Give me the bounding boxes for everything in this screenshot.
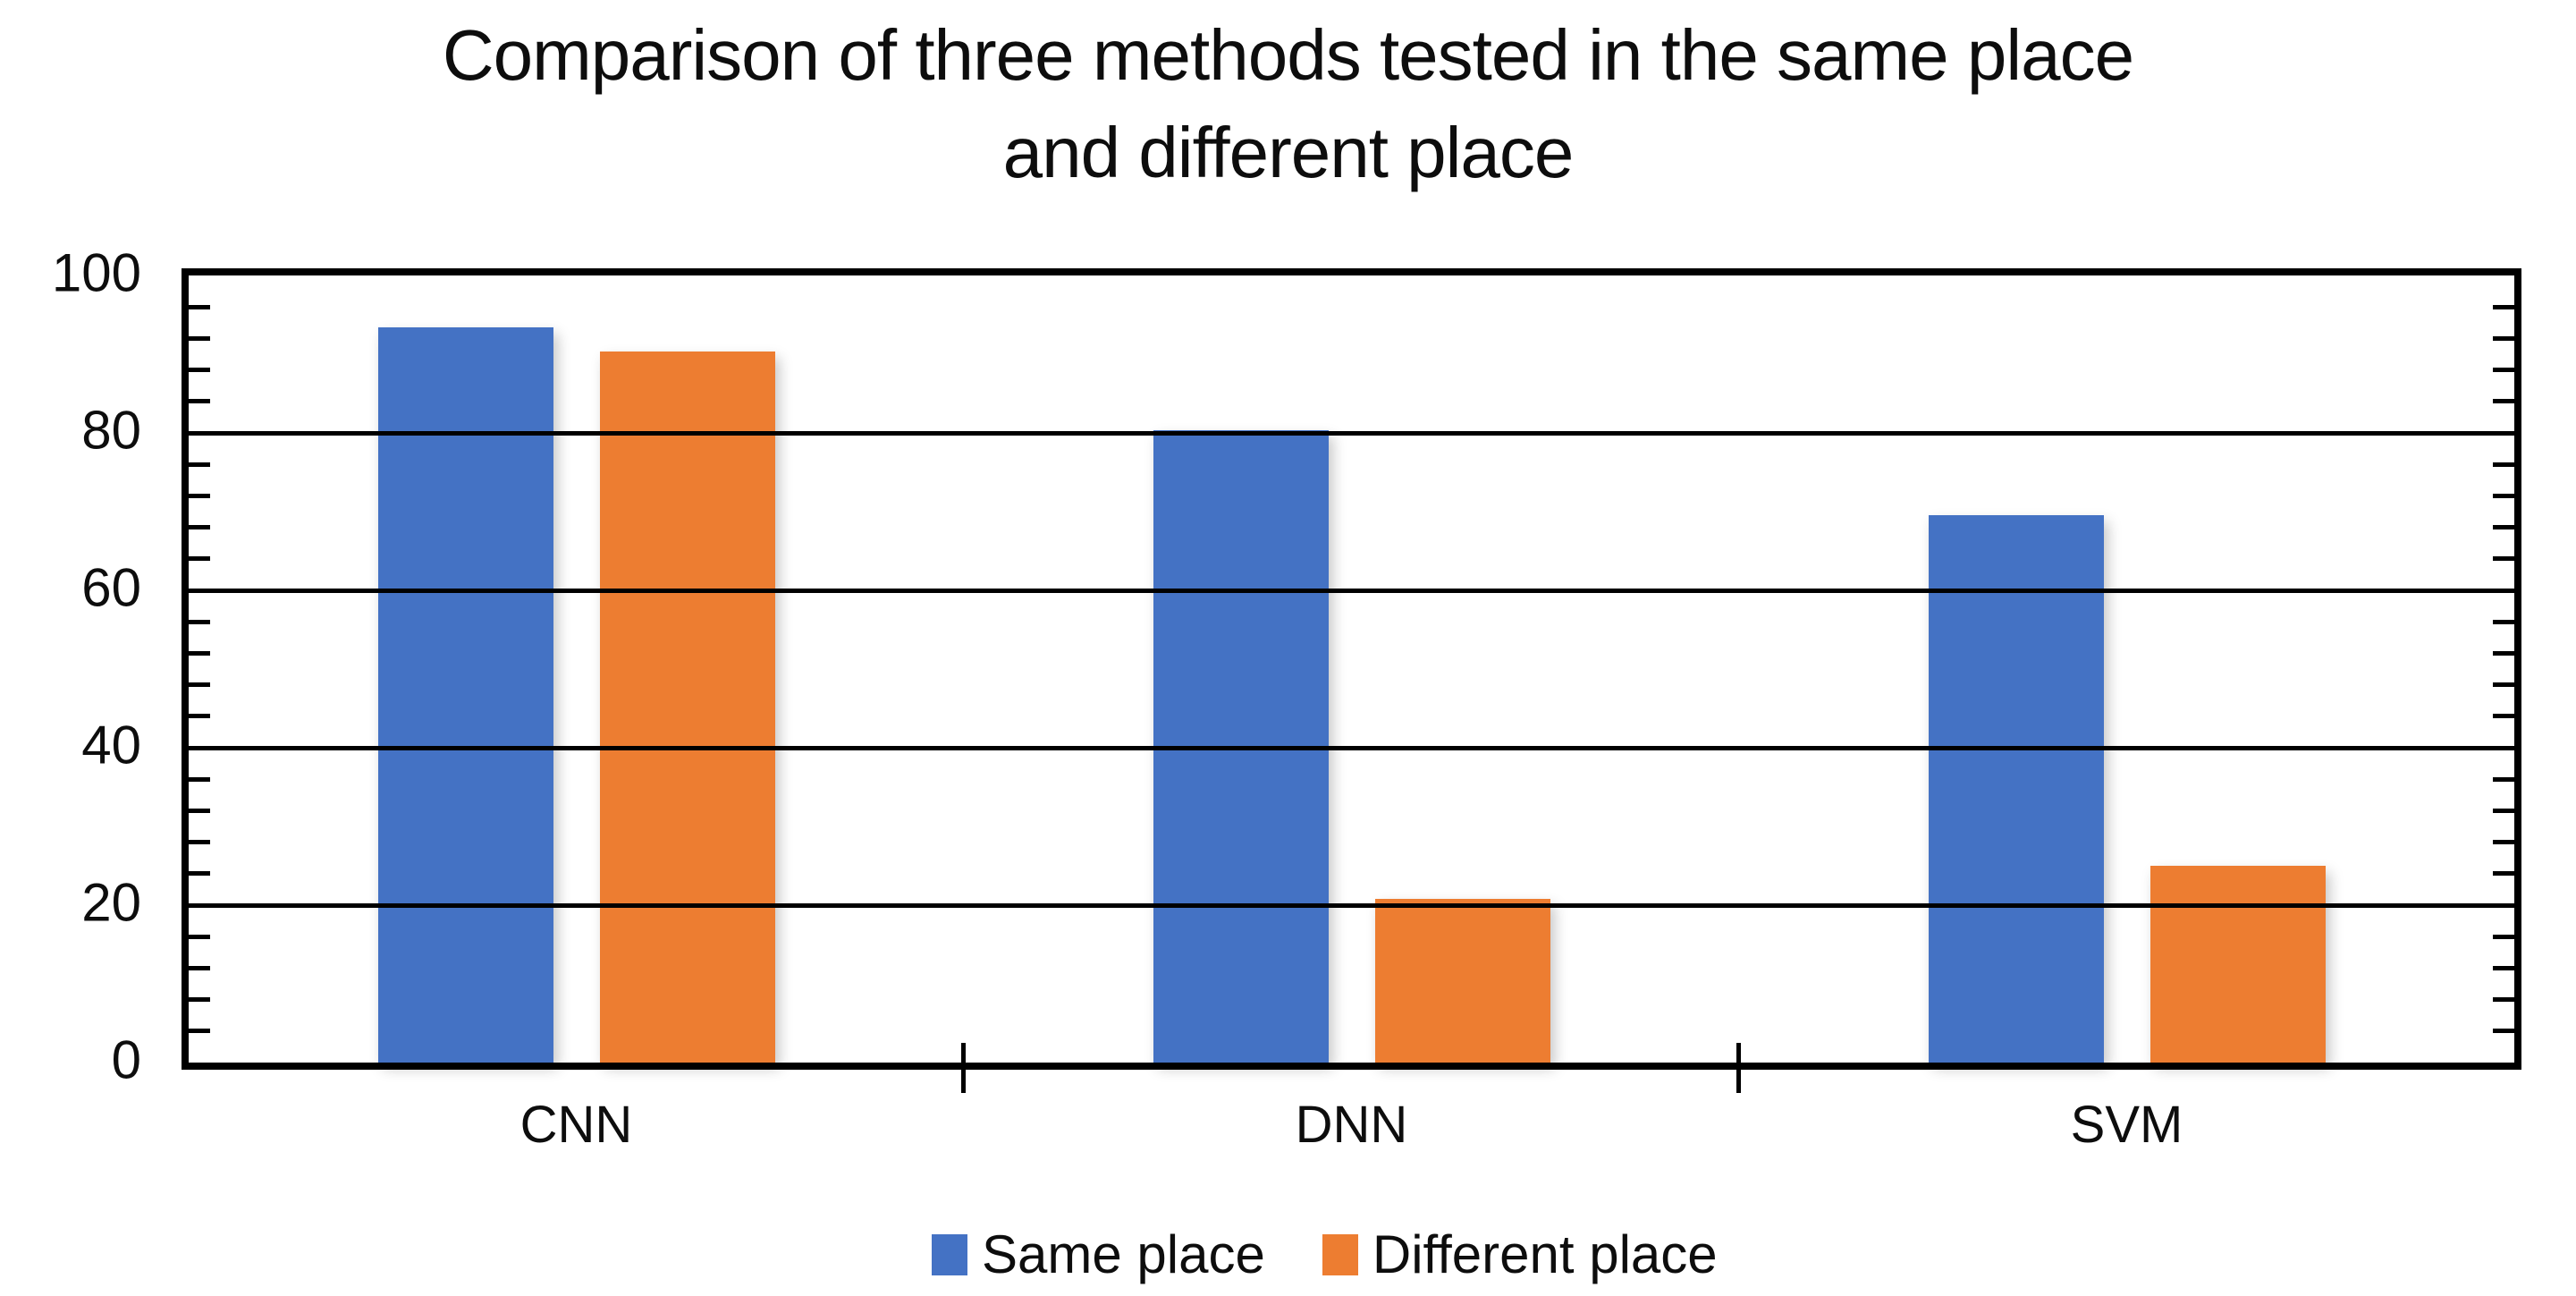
y-axis-minor-tick — [189, 650, 210, 656]
y-axis-minor-tick — [189, 556, 210, 562]
gridline — [189, 588, 2514, 593]
y-axis-minor-tick — [2493, 493, 2514, 498]
y-axis-minor-tick — [2493, 934, 2514, 939]
category-group-svm — [1739, 275, 2514, 1063]
gridline — [189, 745, 2514, 750]
y-axis-minor-tick — [2493, 808, 2514, 813]
y-axis-minor-tick — [189, 714, 210, 719]
y-axis-minor-tick — [189, 335, 210, 341]
y-axis-tick-label: 0 — [111, 1029, 141, 1090]
y-axis-minor-tick — [2493, 997, 2514, 1003]
y-axis-minor-tick — [189, 619, 210, 624]
chart-title: Comparison of three methods tested in th… — [0, 7, 2576, 202]
legend-item: Same place — [932, 1224, 1265, 1285]
y-axis-minor-tick — [2493, 714, 2514, 719]
y-axis-minor-tick — [2493, 525, 2514, 530]
legend-label: Different place — [1372, 1224, 1718, 1284]
gridline — [189, 902, 2514, 908]
y-axis-minor-tick — [2493, 840, 2514, 845]
bar-dnn-different-place — [1374, 898, 1550, 1063]
y-axis-minor-tick — [189, 682, 210, 688]
y-axis-minor-tick — [189, 462, 210, 467]
legend-item: Different place — [1322, 1224, 1718, 1285]
legend-label: Same place — [982, 1224, 1265, 1284]
legend-swatch — [1322, 1233, 1358, 1275]
y-axis-tick-label: 60 — [81, 557, 141, 618]
x-axis-boundary-tick — [1736, 1043, 1742, 1093]
y-axis-tick-label: 100 — [51, 242, 141, 303]
y-axis-minor-tick — [2493, 462, 2514, 467]
category-row — [189, 275, 2514, 1063]
y-axis-minor-tick — [2493, 871, 2514, 877]
y-axis-minor-tick — [189, 399, 210, 404]
x-category-label: DNN — [1295, 1096, 1408, 1154]
y-axis-minor-tick — [2493, 965, 2514, 970]
x-category-label: SVM — [2070, 1096, 2183, 1154]
y-axis-minor-tick — [189, 965, 210, 970]
plot-area — [182, 268, 2521, 1093]
bar-svm-different-place — [2149, 866, 2326, 1063]
bar-svm-same-place — [1928, 515, 2104, 1063]
y-axis-tick-label: 80 — [81, 400, 141, 461]
y-axis-minor-tick — [2493, 304, 2514, 309]
y-axis-minor-tick — [189, 493, 210, 498]
y-axis-minor-tick — [189, 368, 210, 373]
x-category-label: CNN — [519, 1096, 633, 1154]
y-axis-minor-tick — [2493, 556, 2514, 562]
bar-cnn-same-place — [377, 327, 553, 1063]
y-axis-minor-tick — [189, 997, 210, 1003]
chart-title-line-1: Comparison of three methods tested in th… — [442, 15, 2134, 95]
legend: Same place Different place — [932, 1224, 1718, 1285]
x-axis-boundary-tick — [961, 1043, 967, 1093]
gridline — [189, 430, 2514, 436]
y-axis-minor-tick — [2493, 776, 2514, 782]
y-axis-minor-tick — [2493, 399, 2514, 404]
y-axis-minor-tick — [189, 934, 210, 939]
y-axis-minor-tick — [189, 1029, 210, 1034]
y-axis-minor-tick — [2493, 1029, 2514, 1034]
y-axis-minor-tick — [189, 808, 210, 813]
y-axis-minor-tick — [2493, 335, 2514, 341]
category-group-cnn — [189, 275, 964, 1063]
x-axis-labels: CNN DNN SVM — [189, 1095, 2514, 1155]
bar-cnn-different-place — [599, 352, 775, 1063]
y-axis-minor-tick — [189, 776, 210, 782]
y-axis-minor-tick — [2493, 650, 2514, 656]
legend-swatch — [932, 1233, 967, 1275]
y-axis-minor-tick — [2493, 368, 2514, 373]
y-axis-minor-tick — [189, 871, 210, 877]
y-axis-minor-tick — [189, 525, 210, 530]
y-axis-tick-label: 20 — [81, 872, 141, 933]
y-axis-minor-tick — [2493, 619, 2514, 624]
category-group-dnn — [964, 275, 1739, 1063]
y-axis-minor-tick — [189, 304, 210, 309]
chart-title-line-2: and different place — [1002, 112, 1575, 192]
y-axis-minor-tick — [189, 840, 210, 845]
y-axis-minor-tick — [2493, 682, 2514, 688]
y-axis-tick-label: 40 — [81, 715, 141, 775]
